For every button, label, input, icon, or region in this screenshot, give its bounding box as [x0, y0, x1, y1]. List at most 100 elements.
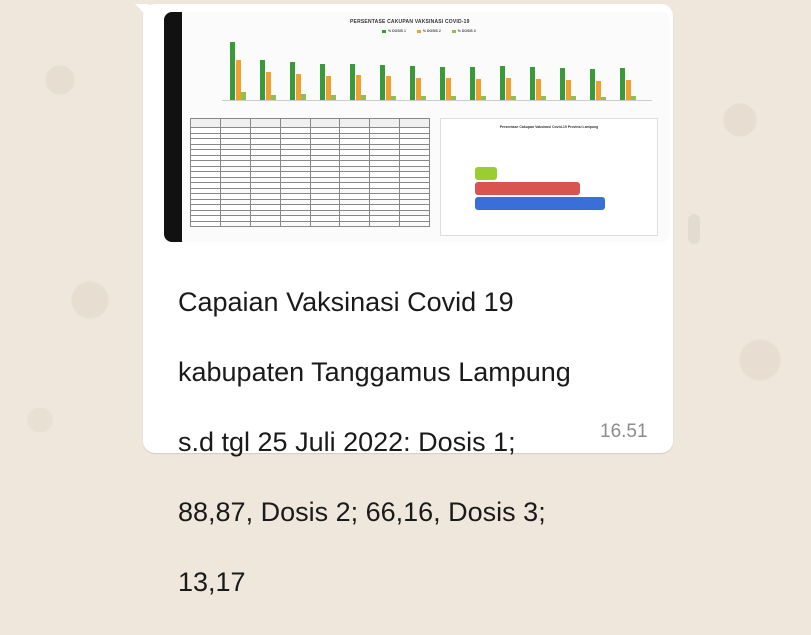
table-cell: [369, 220, 401, 227]
preview-bar: [511, 96, 516, 100]
preview-bar: [410, 66, 415, 100]
spreadsheet-preview: PERSENTASE CAKUPAN VAKSINASI COVID-19 % …: [182, 12, 670, 242]
table-cell: [279, 220, 311, 227]
preview-bar: [440, 67, 445, 100]
preview-bar: [331, 95, 336, 100]
preview-bar: [470, 67, 475, 100]
caption-line: 88,87, Dosis 2; 66,16, Dosis 3;: [178, 497, 546, 527]
province-chart-title: Persentase Cakupan Vaksinasi Covid-19 Pr…: [499, 125, 599, 129]
legend-swatch-dose3: [451, 29, 456, 33]
table-header-cell: [309, 118, 341, 128]
table-row: [190, 209, 430, 216]
table-cell: [339, 220, 371, 227]
table-cell: [219, 220, 251, 227]
preview-bar: [595, 81, 601, 100]
preview-bar: [325, 76, 331, 100]
preview-bar: [380, 65, 385, 100]
preview-legend: % DOSIS 1 % DOSIS 2 % DOSIS 3: [382, 29, 486, 33]
table-row: [190, 165, 430, 172]
table-header-cell: [399, 118, 430, 128]
preview-bar-group: [440, 34, 458, 100]
table-row: [190, 143, 430, 150]
caption-line: Capaian Vaksinasi Covid 19: [178, 287, 514, 317]
preview-bar: [601, 97, 606, 100]
preview-bar: [571, 96, 576, 100]
preview-bar-group: [530, 34, 548, 100]
image-dark-edge: [164, 12, 182, 242]
preview-bar-group: [560, 34, 578, 100]
preview-bar: [475, 79, 481, 100]
table-header-cell: [190, 118, 221, 128]
province-bar-dose3: [475, 167, 497, 180]
preview-bar: [445, 78, 451, 100]
preview-bar-group: [320, 34, 338, 100]
table-row: [190, 176, 430, 183]
image-attachment[interactable]: PERSENTASE CAKUPAN VAKSINASI COVID-19 % …: [164, 12, 670, 242]
legend-dose2: % DOSIS 2: [416, 29, 441, 33]
preview-bar: [451, 96, 456, 100]
table-cell: [309, 220, 341, 227]
preview-bar: [320, 64, 325, 100]
preview-bar: [535, 79, 541, 100]
preview-bar: [385, 76, 391, 100]
preview-bar-group: [380, 34, 398, 100]
preview-bar: [560, 68, 565, 100]
message-caption: Capaian Vaksinasi Covid 19 kabupaten Tan…: [178, 250, 658, 635]
preview-bar: [625, 80, 631, 100]
table-cell: [399, 220, 430, 227]
preview-bar: [565, 80, 571, 100]
province-bar-dose2: [475, 182, 580, 195]
table-header-cell: [249, 118, 281, 128]
table-row: [190, 220, 430, 227]
preview-bar: [295, 74, 301, 100]
table-header-row: [190, 118, 430, 128]
table-row: [190, 160, 430, 167]
preview-bar: [590, 69, 595, 100]
preview-bar: [620, 68, 625, 100]
province-bar-dose1: [475, 197, 605, 210]
preview-bar: [301, 94, 306, 100]
preview-province-chart: Persentase Cakupan Vaksinasi Covid-19 Pr…: [440, 118, 658, 236]
legend-dose3: % DOSIS 3: [451, 29, 476, 33]
legend-swatch-dose1: [382, 29, 386, 33]
preview-bar-group: [590, 34, 608, 100]
forward-handle: [688, 214, 700, 244]
preview-bar: [241, 92, 246, 100]
preview-bar-group: [290, 34, 308, 100]
preview-bar-group: [620, 34, 638, 100]
table-header-cell: [279, 118, 311, 128]
message-timestamp: 16.51: [600, 421, 648, 442]
preview-bar: [265, 72, 271, 100]
table-row: [190, 187, 430, 194]
table-header-cell: [369, 118, 401, 128]
table-header-cell: [219, 118, 251, 128]
preview-bar-group: [260, 34, 278, 100]
preview-bar: [350, 64, 355, 100]
preview-bar-group: [350, 34, 368, 100]
preview-bar: [481, 96, 486, 100]
preview-data-table: [190, 118, 430, 227]
preview-bar: [290, 62, 295, 100]
preview-bar-group: [470, 34, 488, 100]
table-header-cell: [339, 118, 371, 128]
preview-bar: [505, 78, 511, 100]
preview-bar: [530, 67, 535, 100]
caption-line: kabupaten Tanggamus Lampung: [178, 357, 571, 387]
caption-line: 13,17: [178, 567, 246, 597]
preview-bar-group: [230, 34, 248, 100]
preview-bar-chart: [222, 34, 652, 101]
preview-bar: [361, 95, 366, 100]
preview-bar: [391, 96, 396, 100]
legend-dose1: % DOSIS 1: [382, 29, 406, 33]
legend-swatch-dose2: [416, 29, 421, 33]
preview-bar: [230, 42, 235, 100]
table-cell: [190, 220, 221, 227]
preview-bar-group: [410, 34, 428, 100]
preview-bar-group: [500, 34, 518, 100]
preview-bar: [260, 60, 265, 100]
preview-bar: [415, 78, 421, 100]
preview-bar: [541, 96, 546, 100]
preview-bar: [355, 75, 361, 100]
preview-bar: [421, 96, 426, 100]
table-cell: [249, 220, 281, 227]
